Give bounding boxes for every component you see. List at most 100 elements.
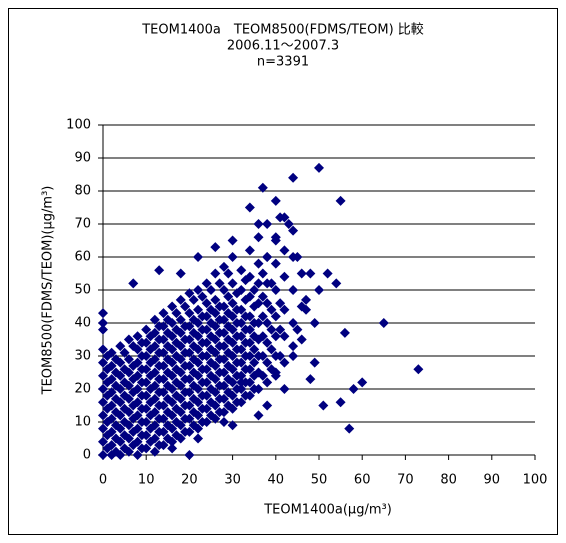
y-tick-label: 40 [74,316,91,331]
annotation: n=3391 [257,55,309,70]
scatter-point [223,347,234,358]
scatter-point [98,397,108,408]
scatter-point [180,347,191,358]
scatter-point [119,417,130,427]
scatter-point [98,384,108,394]
scatter-point [335,195,346,206]
scatter-point [257,291,268,302]
scatter-point [145,410,156,421]
x-tick-label: 50 [311,473,328,488]
scatter-point [123,354,134,365]
scatter-point [262,318,273,328]
x-tick-label: 100 [523,473,548,488]
scatter-point [98,318,108,328]
scatter-point [223,360,234,371]
scatter-point [305,374,316,385]
scatter-point [335,397,346,408]
scatter-point [136,443,147,454]
scatter-point [253,258,264,269]
scatter-point [175,268,186,279]
scatter-point [279,304,290,315]
scatter-point [257,370,268,381]
scatter-point [257,268,268,279]
scatter-point [214,314,225,325]
scatter-point [154,400,165,411]
scatter-point [240,390,251,401]
scatter-point [197,390,208,401]
scatter-point [301,304,312,315]
scatter-point [162,433,173,444]
scatter-point [270,331,281,342]
scatter-point [262,357,273,368]
scatter-point [270,195,281,206]
scatter-point [188,420,199,431]
y-tick-label: 50 [74,283,91,298]
scatter-point [227,235,238,246]
scatter-point [275,351,286,361]
scatter-point [188,341,199,352]
scatter-point [240,311,251,322]
scatter-point [162,367,173,378]
scatter-point [154,387,165,398]
scatter-point [253,298,264,309]
scatter-point [171,308,182,319]
scatter-point [266,344,277,355]
scatter-point [188,354,199,365]
scatter-point [145,384,156,394]
scatter-point [275,212,286,223]
x-tick-label: 80 [440,473,457,488]
scatter-point [162,327,173,338]
scatter-point [102,403,113,414]
scatter-point [305,268,316,279]
scatter-point [171,403,182,414]
scatter-point [162,380,173,391]
chart-title: TEOM1400a TEOM8500(FDMS/TEOM) 比較 [141,23,424,38]
scatter-point [322,268,333,279]
scatter-point [171,377,182,388]
scatter-point [128,440,139,451]
scatter-point [115,341,126,352]
scatter-point [171,364,182,375]
scatter-point [240,364,251,375]
x-axis-label: TEOM1400a(μg/m³) [263,503,392,518]
x-tick-label: 60 [354,473,371,488]
scatter-point [413,364,424,375]
scatter-point [249,318,260,328]
scatter-point [262,337,273,348]
scatter-point [119,403,130,414]
scatter-point [218,285,229,295]
scatter-point [231,304,242,315]
scatter-point [175,314,186,325]
scatter-point [279,331,290,342]
scatter-point [136,377,147,388]
y-tick-label: 100 [66,118,91,133]
scatter-point [378,318,389,328]
scatter-point [110,446,121,457]
scatter-point [188,393,199,404]
scatter-point [223,268,234,279]
scatter-point [214,341,225,352]
scatter-point [162,393,173,404]
scatter-point [158,308,169,319]
scatter-point [223,334,234,345]
scatter-point [98,324,108,335]
scatter-point [180,374,191,385]
scatter-point [206,357,216,368]
scatter-point [266,304,277,315]
scatter-point [136,403,147,414]
chart-border [8,8,558,535]
scatter-point [344,423,355,434]
scatter-point [123,334,134,345]
scatter-point [210,294,221,305]
scatter-point [180,360,191,371]
scatter-point [262,377,273,388]
y-tick-label: 20 [74,382,91,397]
scatter-point [102,417,113,427]
scatter-point [214,367,225,378]
scatter-point [206,370,216,381]
scatter-point [197,403,208,414]
scatter-point [102,443,113,454]
scatter-point [154,413,165,424]
scatter-point [296,268,307,279]
